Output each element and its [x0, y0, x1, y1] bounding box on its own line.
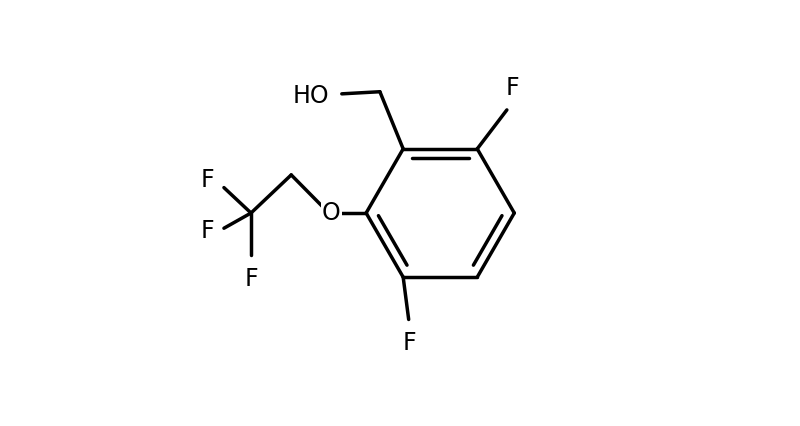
- Text: HO: HO: [293, 84, 329, 108]
- Text: F: F: [402, 331, 416, 355]
- Text: F: F: [200, 219, 214, 243]
- Text: F: F: [505, 76, 518, 100]
- Text: F: F: [200, 168, 214, 193]
- Text: O: O: [322, 201, 341, 225]
- Text: F: F: [244, 267, 258, 291]
